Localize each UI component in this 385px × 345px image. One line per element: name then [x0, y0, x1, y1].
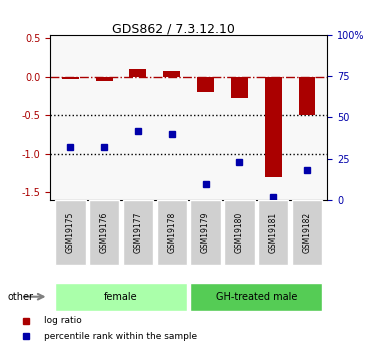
- Bar: [265, 77, 281, 177]
- Text: GSM19177: GSM19177: [134, 212, 142, 253]
- FancyBboxPatch shape: [55, 283, 187, 310]
- FancyBboxPatch shape: [224, 200, 254, 265]
- Bar: [231, 77, 248, 98]
- FancyBboxPatch shape: [123, 200, 153, 265]
- Text: GSM19180: GSM19180: [235, 212, 244, 253]
- FancyBboxPatch shape: [157, 200, 187, 265]
- FancyBboxPatch shape: [292, 200, 322, 265]
- Text: other: other: [8, 292, 34, 302]
- Text: GSM19181: GSM19181: [269, 212, 278, 253]
- Bar: [96, 77, 112, 81]
- Bar: [62, 77, 79, 79]
- FancyBboxPatch shape: [190, 283, 322, 310]
- Bar: [163, 71, 180, 77]
- FancyBboxPatch shape: [258, 200, 288, 265]
- Text: GH-treated male: GH-treated male: [216, 292, 297, 302]
- Bar: [298, 77, 315, 115]
- Text: GSM19175: GSM19175: [66, 212, 75, 253]
- Text: GDS862 / 7.3.12.10: GDS862 / 7.3.12.10: [112, 22, 235, 36]
- Text: GSM19179: GSM19179: [201, 212, 210, 253]
- FancyBboxPatch shape: [89, 200, 119, 265]
- Text: log ratio: log ratio: [44, 316, 81, 325]
- Bar: [129, 69, 146, 77]
- Text: GSM19178: GSM19178: [167, 212, 176, 253]
- Text: GSM19182: GSM19182: [303, 212, 311, 253]
- Bar: [197, 77, 214, 92]
- FancyBboxPatch shape: [190, 200, 221, 265]
- Text: percentile rank within the sample: percentile rank within the sample: [44, 332, 197, 341]
- FancyBboxPatch shape: [55, 200, 85, 265]
- Text: GSM19176: GSM19176: [100, 212, 109, 253]
- Text: female: female: [104, 292, 138, 302]
